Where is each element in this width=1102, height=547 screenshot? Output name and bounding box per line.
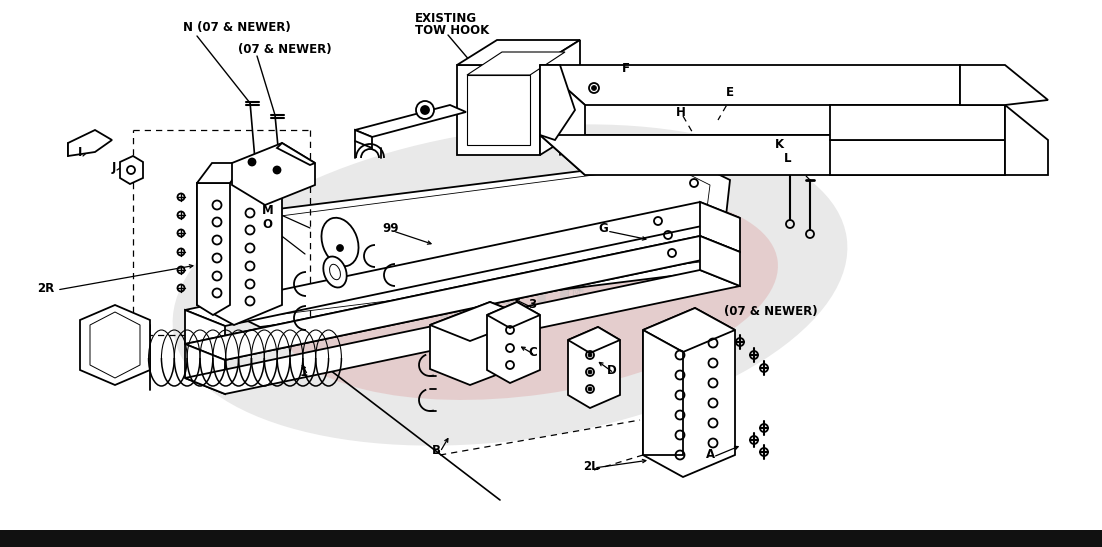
- Polygon shape: [830, 140, 1005, 175]
- Circle shape: [588, 83, 599, 93]
- Text: G: G: [598, 222, 607, 235]
- Polygon shape: [197, 163, 282, 325]
- Polygon shape: [197, 183, 230, 315]
- Text: J: J: [112, 160, 117, 173]
- Text: N (07 & NEWER): N (07 & NEWER): [183, 21, 291, 34]
- Bar: [0, 530, 1102, 547]
- Text: O: O: [262, 218, 272, 230]
- Text: M: M: [262, 203, 273, 217]
- Polygon shape: [457, 40, 580, 65]
- Polygon shape: [430, 302, 530, 341]
- Text: EQUIPMENT: EQUIPMENT: [282, 247, 579, 289]
- Text: K: K: [775, 138, 785, 152]
- Polygon shape: [960, 65, 1048, 105]
- Text: D: D: [607, 364, 617, 376]
- Polygon shape: [90, 312, 140, 378]
- Text: H: H: [676, 106, 685, 119]
- Polygon shape: [233, 143, 315, 205]
- Polygon shape: [540, 135, 1005, 175]
- Polygon shape: [235, 165, 710, 315]
- Polygon shape: [642, 308, 735, 352]
- Text: L: L: [784, 152, 791, 165]
- Circle shape: [421, 106, 429, 114]
- Circle shape: [336, 245, 344, 252]
- Circle shape: [592, 85, 596, 90]
- Polygon shape: [568, 327, 620, 353]
- Circle shape: [274, 167, 280, 173]
- Polygon shape: [1005, 105, 1048, 175]
- Polygon shape: [68, 130, 112, 156]
- Text: 2R: 2R: [37, 282, 54, 294]
- Text: E: E: [726, 85, 734, 98]
- Polygon shape: [642, 330, 683, 455]
- Polygon shape: [120, 156, 143, 184]
- Text: 2L: 2L: [583, 459, 598, 473]
- Polygon shape: [80, 305, 150, 385]
- Polygon shape: [540, 65, 1005, 105]
- Polygon shape: [568, 327, 620, 408]
- Text: 3: 3: [528, 299, 537, 311]
- Polygon shape: [540, 65, 585, 175]
- Polygon shape: [430, 302, 530, 385]
- Ellipse shape: [329, 264, 341, 280]
- Polygon shape: [642, 308, 735, 477]
- Text: A: A: [706, 449, 715, 462]
- Polygon shape: [540, 40, 580, 155]
- Text: (07 & NEWER): (07 & NEWER): [238, 44, 332, 56]
- Polygon shape: [185, 236, 741, 360]
- Circle shape: [415, 101, 434, 119]
- Text: TOW HOOK: TOW HOOK: [415, 24, 489, 37]
- Polygon shape: [540, 65, 575, 140]
- Polygon shape: [487, 302, 540, 328]
- Polygon shape: [185, 270, 741, 394]
- Polygon shape: [467, 75, 530, 145]
- Polygon shape: [185, 202, 741, 326]
- Text: F: F: [622, 61, 630, 74]
- Text: B: B: [432, 444, 441, 457]
- Text: 1: 1: [300, 366, 309, 380]
- Polygon shape: [185, 236, 741, 360]
- Text: 99: 99: [382, 222, 399, 235]
- Text: EXISTING: EXISTING: [415, 11, 477, 25]
- Polygon shape: [185, 344, 225, 394]
- Circle shape: [588, 353, 592, 357]
- Text: SPECIALISTS: SPECIALISTS: [271, 284, 590, 328]
- Circle shape: [249, 159, 255, 165]
- Polygon shape: [960, 65, 1005, 175]
- Text: (07 & NEWER): (07 & NEWER): [724, 306, 818, 318]
- Ellipse shape: [322, 218, 358, 266]
- Polygon shape: [487, 302, 540, 383]
- Polygon shape: [457, 65, 540, 155]
- Polygon shape: [277, 143, 315, 165]
- Ellipse shape: [282, 190, 778, 400]
- Text: C: C: [528, 346, 537, 358]
- Text: TM: TM: [565, 288, 582, 298]
- Polygon shape: [830, 105, 1005, 140]
- Polygon shape: [700, 236, 741, 286]
- Polygon shape: [215, 158, 730, 327]
- Polygon shape: [700, 202, 741, 252]
- Polygon shape: [355, 105, 466, 137]
- Polygon shape: [467, 52, 565, 75]
- Ellipse shape: [173, 124, 847, 446]
- Text: I: I: [78, 146, 83, 159]
- Polygon shape: [197, 163, 245, 183]
- Circle shape: [588, 387, 592, 391]
- Ellipse shape: [323, 257, 347, 288]
- Polygon shape: [185, 310, 225, 360]
- Circle shape: [588, 370, 592, 374]
- Polygon shape: [355, 130, 372, 148]
